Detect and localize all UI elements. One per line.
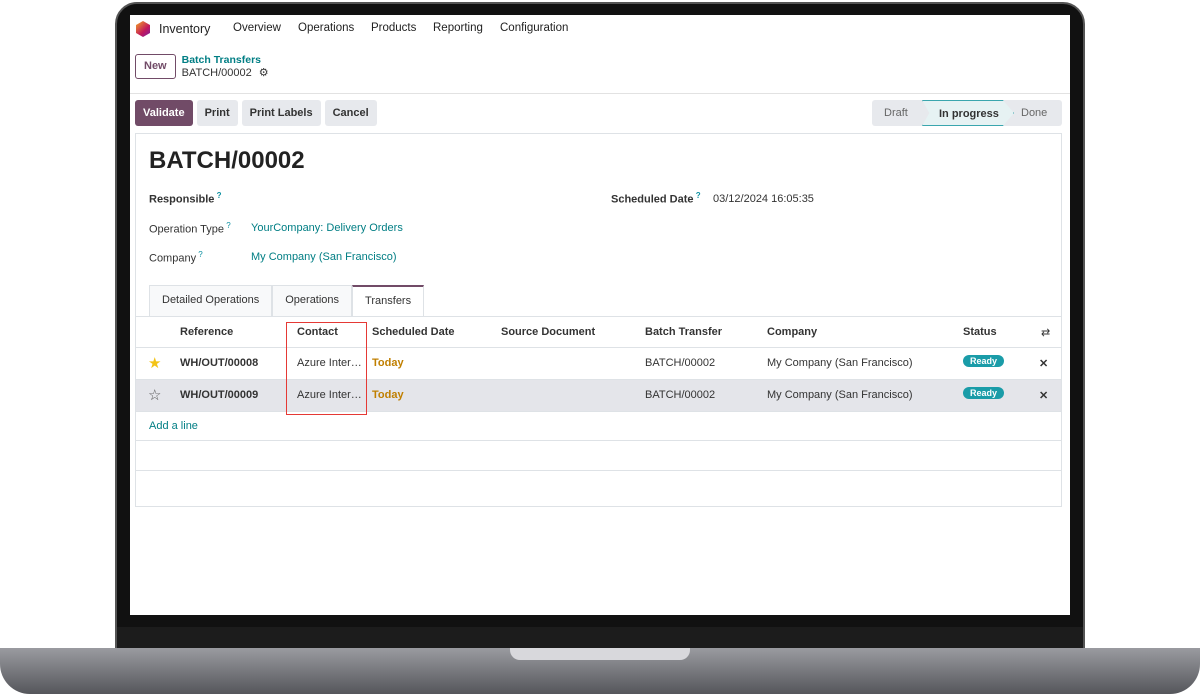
breadcrumb: New Batch Transfers BATCH/00002 ⚙ [135, 54, 269, 80]
col-batch-transfer[interactable]: Batch Transfer [645, 326, 723, 338]
status-badge: Ready [963, 387, 1005, 399]
tab-operations[interactable]: Operations [272, 285, 353, 316]
responsible-label: Responsible ? [149, 191, 222, 206]
col-reference[interactable]: Reference [180, 326, 234, 338]
breadcrumb-current-wrap: BATCH/00002 ⚙ [182, 66, 269, 80]
app-name[interactable]: Inventory [159, 22, 211, 36]
star-filled-icon[interactable]: ★ [148, 355, 162, 372]
new-button[interactable]: New [135, 54, 176, 79]
col-source-document[interactable]: Source Document [501, 326, 596, 338]
company-field[interactable]: My Company (San Francisco) [251, 251, 397, 263]
cell-reference: WH/OUT/00008 [180, 357, 259, 369]
cell-contact: Azure Inter… [297, 389, 362, 401]
scheduled-date-label: Scheduled Date ? [611, 191, 701, 206]
table-row[interactable]: ☆ WH/OUT/00009 Azure Inter… Today BATCH/… [136, 380, 1061, 412]
cell-contact: Azure Inter… [297, 357, 362, 369]
screen: Inventory Overview Operations Products R… [130, 15, 1070, 615]
tab-bar: Detailed Operations Operations Transfers [149, 285, 425, 317]
nav-configuration[interactable]: Configuration [500, 22, 569, 34]
status-bar: Draft In progress Done [872, 100, 1062, 126]
nav-products[interactable]: Products [371, 22, 417, 34]
app-logo-icon [136, 21, 150, 37]
tab-transfers[interactable]: Transfers [352, 285, 425, 317]
nav-operations[interactable]: Operations [298, 22, 355, 34]
laptop-notch [510, 648, 690, 660]
tab-detailed-operations[interactable]: Detailed Operations [149, 285, 273, 316]
remove-icon[interactable]: ✕ [1039, 390, 1049, 402]
cancel-button[interactable]: Cancel [324, 100, 377, 126]
cell-scheduled: Today [372, 357, 404, 369]
print-button[interactable]: Print [196, 100, 238, 126]
operation-type-field[interactable]: YourCompany: Delivery Orders [251, 222, 403, 234]
gear-icon[interactable]: ⚙ [258, 67, 269, 79]
nav-overview[interactable]: Overview [233, 22, 281, 34]
stage-done[interactable]: Done [1021, 107, 1048, 119]
col-contact[interactable]: Contact [297, 326, 338, 338]
record-title: BATCH/00002 [149, 147, 305, 174]
stage-draft[interactable]: Draft [884, 107, 908, 119]
add-line-link[interactable]: Add a line [149, 420, 198, 432]
remove-icon[interactable]: ✕ [1039, 358, 1049, 370]
contact-column-highlight [286, 322, 367, 415]
col-status[interactable]: Status [963, 326, 997, 338]
validate-button[interactable]: Validate [135, 100, 193, 126]
breadcrumb-stack: Batch Transfers BATCH/00002 ⚙ [182, 54, 269, 80]
table-header: Reference Contact Scheduled Date Source … [136, 316, 1061, 348]
col-scheduled-date[interactable]: Scheduled Date [372, 326, 455, 338]
star-outline-icon[interactable]: ☆ [148, 387, 162, 404]
operation-type-label: Operation Type ? [149, 221, 231, 236]
empty-row [136, 441, 1061, 471]
column-settings-icon[interactable]: ⇄ [1041, 327, 1051, 339]
laptop-chin [117, 627, 1083, 649]
print-labels-button[interactable]: Print Labels [241, 100, 321, 126]
cell-company: My Company (San Francisco) [767, 357, 913, 369]
add-line-row: Add a line [136, 412, 1061, 441]
cell-reference: WH/OUT/00009 [180, 389, 259, 401]
breadcrumb-parent[interactable]: Batch Transfers [181, 54, 261, 66]
top-navbar: Inventory Overview Operations Products R… [130, 15, 1070, 45]
form-sheet: BATCH/00002 Responsible ? Scheduled Date… [135, 133, 1062, 507]
cell-batch: BATCH/00002 [645, 357, 716, 369]
company-label: Company ? [149, 250, 203, 265]
cell-company: My Company (San Francisco) [767, 389, 913, 401]
breadcrumb-current: BATCH/00002 [181, 67, 252, 79]
cell-batch: BATCH/00002 [645, 389, 716, 401]
status-badge: Ready [963, 355, 1005, 367]
col-company[interactable]: Company [767, 326, 818, 338]
divider [130, 93, 1070, 94]
table-row[interactable]: ★ WH/OUT/00008 Azure Inter… Today BATCH/… [136, 348, 1061, 380]
action-buttons: Validate Print Print Labels Cancel [135, 100, 377, 126]
scheduled-date-field[interactable]: 03/12/2024 16:05:35 [713, 193, 814, 205]
nav-reporting[interactable]: Reporting [433, 22, 483, 34]
stage-in-progress[interactable]: In progress [922, 100, 1014, 126]
cell-scheduled: Today [372, 389, 404, 401]
